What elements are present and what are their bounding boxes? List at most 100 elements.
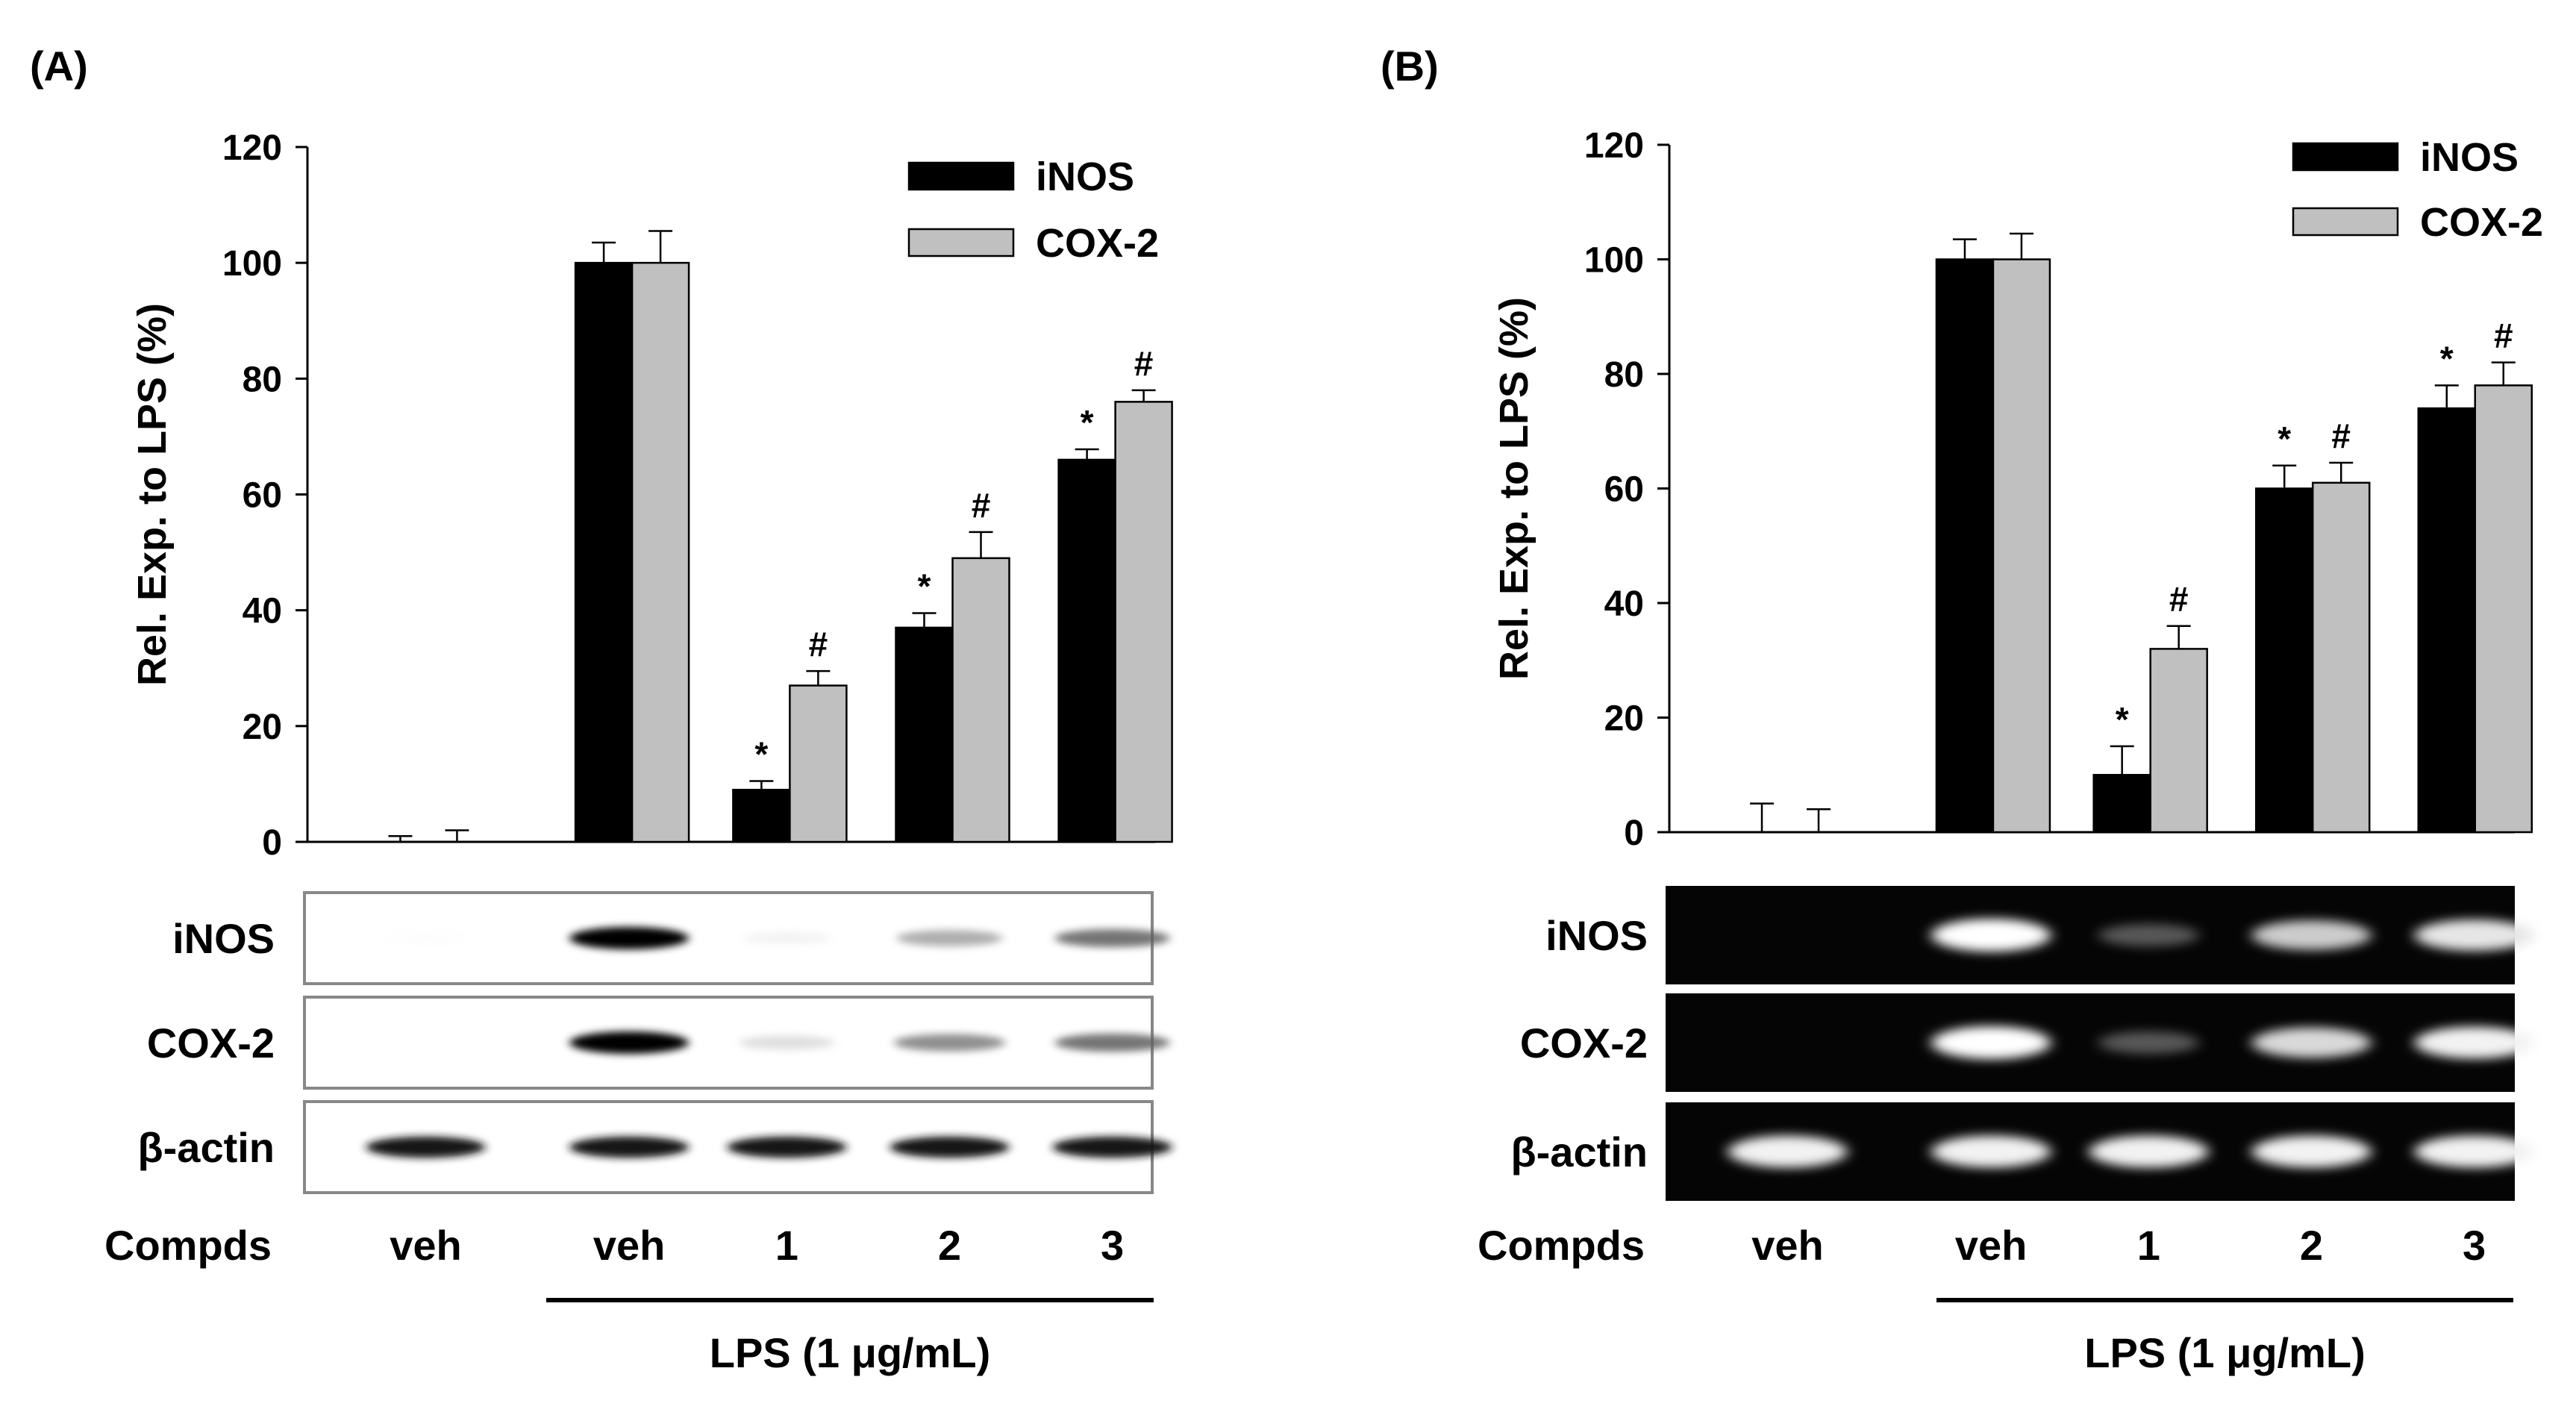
significance-marker: *: [2278, 419, 2291, 458]
blot-band: [2251, 1027, 2372, 1058]
bar-cox-2: [1114, 401, 1173, 843]
category-label: veh: [390, 1222, 462, 1269]
panel-a: (A) 0 20 40 60 80 100 120 Rel. Exp. to LPS (%) * *…: [30, 43, 1173, 1376]
blot-band: [893, 1034, 1006, 1052]
y-axis-label: Rel. Exp. to LPS (%): [1492, 297, 1536, 680]
legend-swatch-cox-2: [907, 228, 1015, 257]
blot-band: [569, 1136, 690, 1158]
blot-band: [569, 927, 690, 949]
blot-band: [1931, 1026, 2051, 1059]
y-tick-label: 120: [1584, 126, 1644, 166]
blot-row-label: β-actin: [1510, 1128, 1648, 1175]
category-label: 2: [938, 1222, 961, 1269]
significance-marker: *: [2116, 700, 2129, 739]
category-label: veh: [1751, 1222, 1824, 1269]
blot-band: [1054, 1033, 1170, 1052]
bar-cox-2: [2311, 481, 2371, 834]
bar-inos: [1935, 258, 1995, 834]
y-tick-label: 0: [262, 823, 282, 863]
lps-label: LPS (1 μg/mL): [2084, 1329, 2366, 1376]
y-tick-label: 40: [243, 592, 282, 631]
bar-inos: [1057, 458, 1116, 843]
blot-band: [569, 1031, 690, 1054]
y-tick-label: 80: [243, 360, 282, 399]
compds-label: Compds: [104, 1222, 272, 1269]
y-axis-label: Rel. Exp. to LPS (%): [130, 303, 175, 686]
significance-marker: #: [2169, 580, 2189, 619]
y-tick-label: 20: [243, 708, 282, 747]
panel-label: (B): [1381, 43, 1439, 90]
significance-marker: #: [2494, 316, 2513, 355]
blot-band: [890, 1136, 1010, 1158]
significance-marker: *: [1081, 403, 1094, 442]
bar-cox-2: [631, 261, 690, 843]
category-label: veh: [593, 1222, 666, 1269]
bar-inos: [574, 261, 634, 843]
blot-band: [1728, 1135, 1848, 1168]
category-label: 1: [2137, 1222, 2160, 1269]
blot-band: [1052, 1136, 1172, 1158]
bar-inos: [2417, 407, 2476, 834]
panel-b: (B) 0 20 40 60 80 100 120 Rel. Exp. to LPS (%) * *…: [1381, 43, 2543, 1376]
y-tick-label: 0: [1624, 814, 1644, 853]
y-tick-label: 20: [1604, 699, 1644, 739]
blot-row-label: COX-2: [1520, 1019, 1648, 1067]
blot-band: [2098, 1031, 2199, 1054]
blot-row-label: β-actin: [137, 1124, 275, 1171]
category-label: veh: [1955, 1222, 2028, 1269]
blot-band: [2089, 1135, 2209, 1168]
y-tick-label: 100: [1584, 241, 1644, 281]
blot-band: [2251, 920, 2372, 950]
legend-swatch-inos: [2292, 142, 2399, 172]
bar-inos: [732, 788, 791, 843]
bar-inos: [895, 626, 954, 843]
legend-swatch-cox-2: [2292, 207, 2399, 237]
significance-marker: *: [918, 567, 931, 606]
category-label: 1: [775, 1222, 798, 1269]
blot-band: [2414, 919, 2534, 951]
bar-cox-2: [789, 684, 848, 843]
blot-row-label: iNOS: [172, 915, 275, 962]
significance-marker: #: [1134, 344, 1154, 383]
blot-band: [1931, 1135, 2051, 1168]
significance-marker: #: [809, 625, 828, 663]
legend-label: COX-2: [2420, 200, 2543, 245]
legend-label: COX-2: [1036, 221, 1159, 266]
bar-cox-2: [2149, 648, 2208, 834]
blot-row-cox-2: [1666, 993, 2515, 1092]
y-tick-label: 60: [1604, 470, 1644, 510]
blot-band: [896, 930, 1003, 946]
blot-row-label: COX-2: [147, 1019, 275, 1067]
blot-band: [384, 932, 468, 944]
blot-band: [743, 931, 831, 945]
y-tick-label: 80: [1604, 355, 1644, 395]
significance-marker: *: [754, 735, 768, 774]
y-tick-label: 40: [1604, 584, 1644, 624]
blot-band: [2098, 924, 2199, 946]
significance-marker: #: [2331, 416, 2351, 455]
legend-swatch-inos: [907, 161, 1015, 191]
bar-cox-2: [2474, 384, 2533, 834]
blot-band: [2414, 1135, 2534, 1168]
bar-cox-2: [1992, 258, 2051, 834]
blot-row-inos: [1666, 886, 2515, 984]
significance-marker: *: [2440, 339, 2454, 378]
blot-band: [1054, 928, 1170, 948]
blot-band: [366, 1136, 486, 1158]
y-tick-label: 60: [243, 476, 282, 516]
blot-band: [2414, 1026, 2534, 1059]
category-label: 3: [2463, 1222, 2486, 1269]
significance-marker: #: [972, 486, 991, 525]
lps-label: LPS (1 μg/mL): [710, 1329, 991, 1376]
legend-label: iNOS: [2420, 135, 2519, 180]
blot-row-cox-2: [303, 996, 1154, 1090]
bar-inos: [2254, 487, 2314, 834]
blot-band: [739, 1035, 835, 1050]
bar-cox-2: [951, 557, 1010, 843]
bar-inos: [2092, 774, 2151, 834]
compds-label: Compds: [1478, 1222, 1645, 1269]
blot-band: [2251, 1135, 2372, 1168]
blot-band: [1931, 919, 2051, 952]
y-tick-label: 100: [222, 244, 282, 284]
